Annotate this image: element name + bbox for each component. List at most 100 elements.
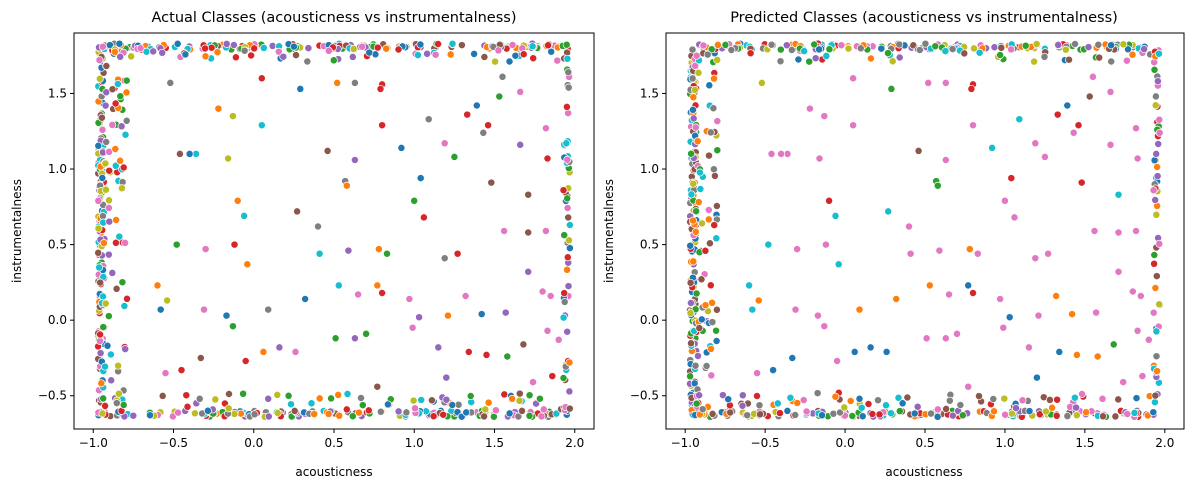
scatter-point [1012,404,1020,413]
scatter-point [287,400,295,409]
scatter-point [453,249,462,258]
scatter-point [848,412,857,420]
scatter-point [1045,395,1054,404]
scatter-point [424,115,433,124]
scatter-point [228,112,237,121]
scatter-point [327,394,336,403]
scatter-point [713,117,722,126]
scatter-point [419,213,428,222]
scatter-point [1106,87,1115,96]
scatter-point [910,409,919,418]
scatter-point [122,116,131,125]
scatter-point [247,51,256,60]
scatter-point [1099,412,1107,421]
scatter-point [172,240,181,249]
scatter-point [694,68,703,77]
scatter-point [1093,352,1102,361]
scatter-point [565,221,574,229]
scatter-point [183,402,192,411]
scatter-point [450,152,459,161]
scatter-point [1106,140,1115,149]
scatter-point [538,287,547,296]
scatter-point [1151,196,1160,204]
scatter-point [921,39,930,48]
scatter-point [516,87,525,96]
scatter-point [416,40,425,49]
scatter-point [116,156,125,165]
scatter-point [315,394,324,403]
scatter-point [805,104,814,113]
x-tick-label: 0.5 [915,436,934,450]
scatter-point [479,128,488,137]
scatter-point [791,411,800,419]
scatter-point [127,52,136,61]
scatter-point [524,228,533,237]
scatter-point [1000,394,1009,403]
scatter-point [905,222,913,231]
scatter-point [103,341,112,350]
scatter-point [529,54,538,63]
scatter-point [1069,128,1078,137]
scatter-point [692,399,701,408]
scatter-point [1150,259,1159,268]
scatter-point [442,373,451,382]
scatter-point [495,92,504,101]
scatter-point [382,44,391,53]
scatter-point [1124,45,1132,54]
scatter-point [120,302,129,310]
scatter-point [948,45,957,54]
scatter-point [855,394,864,403]
scatter-point [222,39,231,48]
scatter-point [931,42,940,51]
x-tick-label: 2.0 [1155,436,1174,450]
scatter-point [110,47,119,56]
scatter-point [745,281,754,290]
scatter-point [106,350,115,359]
scatter-point [786,393,795,402]
scatter-point [818,411,826,420]
scatter-point [115,232,124,241]
scatter-point [500,390,509,399]
scatter-point [694,198,703,207]
scatter-point [1031,139,1040,148]
scatter-point [706,128,715,137]
scatter-point [791,305,800,314]
scatter-point [484,398,493,407]
scatter-point [712,234,721,243]
scatter-point [310,410,319,419]
scatter-point [409,396,418,405]
scatter-point [301,295,310,303]
scatter-point [1150,251,1159,259]
scatter-point [990,43,999,52]
scatter-point [927,409,935,418]
scatter-point [1123,410,1132,418]
scatter-point [834,260,843,269]
scatter-point [498,72,507,81]
scatter-point [307,399,316,408]
scatter-point [857,403,866,412]
x-tick-label: 1.5 [1075,436,1094,450]
scatter-point [1053,110,1062,119]
x-tick-label: 1.0 [405,436,424,450]
scatter-point [397,143,406,152]
scatter-point [698,219,706,228]
scatter-point [519,340,528,349]
scatter-point [906,249,915,258]
scatter-point [1151,284,1160,292]
scatter-point [705,239,714,248]
scatter-point [748,305,757,314]
scatter-point [698,405,707,414]
scatter-point [112,399,121,408]
scatter-point [291,347,300,356]
scatter-point [121,238,130,247]
scatter-point [1032,40,1041,48]
scatter-point [427,396,436,405]
scatter-point [273,390,282,399]
scatter-point [1063,412,1072,421]
scatter-point [537,412,546,421]
scatter-point [1151,101,1160,110]
scatter-point [713,55,722,64]
scatter-point [689,105,697,114]
scatter-point [373,382,382,391]
scatter-point [708,409,717,418]
